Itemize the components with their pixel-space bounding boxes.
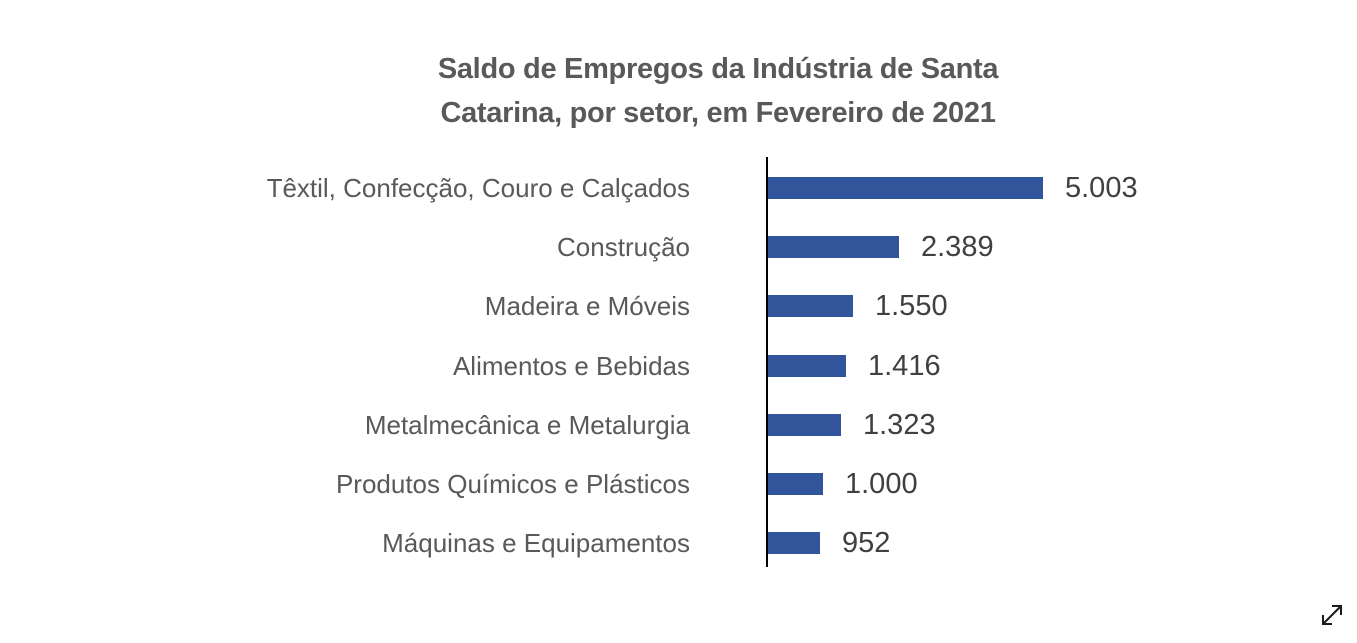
expand-icon — [1315, 598, 1349, 635]
category-label: Têxtil, Confecção, Couro e Calçados — [266, 173, 690, 203]
bar-row: Máquinas e Equipamentos 952 — [0, 528, 1357, 558]
category-label: Alimentos e Bebidas — [452, 351, 690, 381]
bar — [768, 532, 820, 554]
value-label: 952 — [842, 527, 891, 559]
expand-button[interactable] — [1315, 599, 1349, 633]
bar-row: Alimentos e Bebidas 1.416 — [0, 351, 1357, 381]
bar-row: Madeira e Móveis 1.550 — [0, 291, 1357, 321]
value-label: 1.323 — [863, 409, 936, 441]
bar-row: Têxtil, Confecção, Couro e Calçados 5.003 — [0, 173, 1357, 203]
value-label: 1.000 — [845, 468, 918, 500]
bar-row: Construção 2.389 — [0, 232, 1357, 262]
value-label: 1.416 — [868, 350, 941, 382]
chart-title-line1: Saldo de Empregos da Indústria de Santa — [437, 53, 999, 85]
bar-row: Metalmecânica e Metalurgia 1.323 — [0, 410, 1357, 440]
bar — [768, 295, 853, 317]
category-label: Metalmecânica e Metalurgia — [364, 410, 690, 440]
category-axis-line — [766, 157, 768, 567]
value-label: 1.550 — [875, 290, 948, 322]
category-label: Madeira e Móveis — [484, 291, 690, 321]
chart-title-line2: Catarina, por setor, em Fevereiro de 202… — [440, 97, 996, 129]
value-label: 5.003 — [1065, 172, 1138, 204]
bar — [768, 473, 823, 495]
category-label: Construção — [557, 232, 690, 262]
bar — [768, 414, 841, 436]
category-label: Produtos Químicos e Plásticos — [335, 469, 690, 499]
bar — [768, 177, 1043, 199]
bar — [768, 236, 899, 258]
bar — [768, 355, 846, 377]
category-label: Máquinas e Equipamentos — [382, 528, 690, 558]
value-label: 2.389 — [921, 231, 994, 263]
chart-title: Saldo de Empregos da Indústria de Santa … — [368, 47, 1068, 135]
bar-row: Produtos Químicos e Plásticos 1.000 — [0, 469, 1357, 499]
